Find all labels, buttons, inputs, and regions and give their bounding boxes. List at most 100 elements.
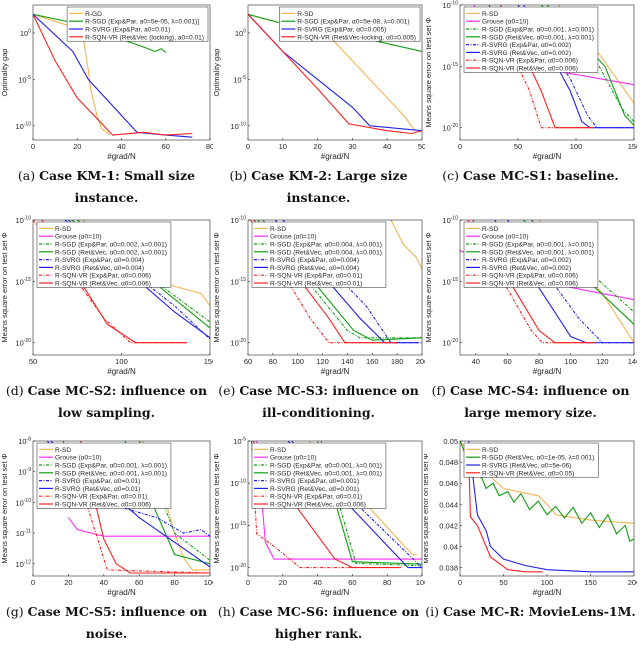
legend-label: Grouse (α0=10) <box>482 19 529 26</box>
xtick-label: 50 <box>499 578 507 587</box>
legend-entry: R-SVRG (Ret&Vec, α0=0.004) <box>254 265 359 272</box>
legend-label: R-SD <box>482 447 498 454</box>
axes-box <box>247 440 423 577</box>
y-axis-label: Means square error on test set Φ <box>424 453 430 563</box>
legend-label: R-SD <box>482 11 498 18</box>
ytick-label: 0.048 <box>439 458 458 467</box>
subplot-h: 0 20 40 60 80 100 10-5 10-10 10-15 10-20 #grad/N Me… <box>212 433 425 648</box>
legend-box <box>463 442 599 478</box>
xtick-label: 20 <box>313 142 321 151</box>
ytick-label: 0.042 <box>439 521 458 530</box>
legend-entry: Grouse (α0=10) <box>39 455 102 462</box>
legend: R-GDR-SGD (Exp&Par, a0=5e-05, λ=0.001)]R… <box>66 6 209 42</box>
series-line <box>67 517 210 537</box>
legend-label: R-SQN-VR (Ret&Vec, α0=0.006) <box>55 281 151 288</box>
legend-label: R-SQN-VR (Ret&Vec, α0=0.006) <box>482 281 578 288</box>
legend-entry: R-SD <box>39 447 71 454</box>
legend-entry: R-SGD (Exp&Par, α0=0.001, λ=0.001) <box>466 242 594 249</box>
legend-label: R-SD <box>297 11 313 18</box>
subplot-e: 60 80 100 120 140 160 180 200 10-10 10-15 10-20 #gr… <box>212 212 425 427</box>
xtick-label: 80 <box>206 142 213 151</box>
xtick-label: 160 <box>366 357 379 366</box>
x-axis-label: #grad/N <box>107 588 136 597</box>
chart-svg: 50 100 150 10-10 10-15 10-20 #grad/N Means squa… <box>0 216 213 377</box>
series-line <box>390 220 422 270</box>
xtick-label: 140 <box>628 357 637 366</box>
caption-label: (d) <box>5 383 24 398</box>
legend-label: R-SGD (Exp&Par, α0=0.001, λ=0.001) <box>482 242 594 249</box>
subplot-b: 0 10 20 30 40 50 100 10-5 10-10 #grad/N Optimality… <box>212 0 425 212</box>
xtick-label: 20 <box>73 142 81 151</box>
xtick-label: 100 <box>291 357 304 366</box>
ytick-label: 10-9 <box>18 467 31 477</box>
legend-label: R-SD <box>270 226 286 233</box>
x-axis-label: #grad/N <box>107 152 136 161</box>
series-line <box>46 441 210 537</box>
ytick-label: 10-10 <box>15 216 31 226</box>
caption-label: (c) <box>442 168 459 183</box>
legend-label: R-SVRG (Ret&Vec, α0=0.002) <box>482 265 571 272</box>
xtick-label: 120 <box>316 357 329 366</box>
legend-label: R-SGD (Exp&Par, α0=0.001, λ=0.001) <box>270 463 382 470</box>
legend-entry: Grouse (α0=10) <box>39 234 102 241</box>
legend-label: R-SGD (Ret&Vec, α0=0.002, λ=0.001) <box>55 249 167 256</box>
legend-entry: R-SVRG (Exp&Par, α0=0.004) <box>39 257 144 264</box>
legend-entry: Grouse (α0=10) <box>254 234 317 241</box>
legend-label: R-SVRG (Exp&Par, α0=0.004) <box>55 257 144 264</box>
ytick-label: 0.04 <box>443 542 458 551</box>
legend-entry: R-GD <box>69 11 102 18</box>
x-axis-label: #grad/N <box>321 152 350 161</box>
legend-entry: R-SD <box>466 11 498 18</box>
xtick-label: 150 <box>204 357 213 366</box>
xtick-label: 0 <box>246 578 250 587</box>
legend-label: R-GD <box>85 11 102 18</box>
legend-entry: R-SVRG (Exp&Par, α0=0.001) <box>254 478 359 485</box>
caption-text: Case KM-1: Small size instance. <box>39 168 196 205</box>
legend-entry: R-SGD (Ret&Vec, α0=0.004, λ=0.001) <box>254 249 382 256</box>
xtick-label: 0 <box>31 142 35 151</box>
y-axis-label: Means square error on test set Φ <box>424 232 433 342</box>
series-line <box>248 13 422 135</box>
caption-text: Case MC-R: MovieLens-1M. <box>442 604 636 619</box>
legend-entry: R-SD <box>39 226 71 233</box>
legend-entry: R-SVRG (Ret&Vec, α0=0.01) <box>39 486 140 493</box>
xtick-label: 100 <box>541 578 554 587</box>
series-line <box>468 451 543 573</box>
legend-label: R-SVRG (Ret&Vec, α0=5e-06) <box>482 463 571 470</box>
legend-entry: R-SQN-VR (Exp&Par, α0=0.01) <box>39 494 147 501</box>
xtick-label: 100 <box>204 578 213 587</box>
legend-entry: R-SQN-VR (Ret&Vec, α0=0.006) <box>466 66 578 73</box>
xtick-label: 80 <box>269 357 277 366</box>
caption-label: (i) <box>425 604 439 619</box>
xtick-label: 40 <box>383 142 391 151</box>
xtick-label: 150 <box>628 142 637 151</box>
subplot-caption: (h) Case MC-S6: influence on higher rank… <box>212 601 425 645</box>
legend-label: R-SVRG (Ret&Vec, α0=0.004) <box>270 265 359 272</box>
legend-label: R-SQN-VR (Ret&Vec, α0=0.006) <box>482 66 578 73</box>
chart-svg: 0 20 40 60 80 100 10-5 10-10 10-15 10-20 #grad/N Me… <box>212 437 425 598</box>
legend-label: R-SVRG (Exp&Par, α0=0.001) <box>270 478 359 485</box>
subplot-d: 50 100 150 10-10 10-15 10-20 #grad/N Means squa… <box>0 212 213 427</box>
series-line <box>250 441 353 569</box>
y-axis-label: Optimality gap <box>212 49 221 97</box>
y-axis-label: Means square error on test set Φ <box>212 232 221 342</box>
y-axis-label: Means square error on test set Φ <box>0 453 9 563</box>
xtick-label: 40 <box>117 142 125 151</box>
x-axis-label: #grad/N <box>107 367 136 376</box>
subplot-caption: (a) Case KM-1: Small size instance. <box>0 165 213 209</box>
caption-text: Case MC-S6: influence on higher rank. <box>239 604 420 641</box>
legend-box <box>251 442 387 509</box>
legend-entry: R-SVRG (Ret&Vec, α0=0.002) <box>466 265 571 272</box>
ytick-label: 10-20 <box>442 338 458 348</box>
ytick-label: 10-10 <box>230 121 246 131</box>
legend-label: R-SVRG (Exp&Par, α0=0.01) <box>55 478 140 485</box>
ytick-label: 10-12 <box>15 559 31 569</box>
axes-box <box>459 4 635 141</box>
ytick-label: 10-10 <box>230 479 246 489</box>
legend-entry: R-SGD (Exp&Par, α0=0.002, λ=0.001) <box>39 242 167 249</box>
xtick-label: 20 <box>64 578 72 587</box>
x-axis-label: #grad/N <box>533 152 562 161</box>
